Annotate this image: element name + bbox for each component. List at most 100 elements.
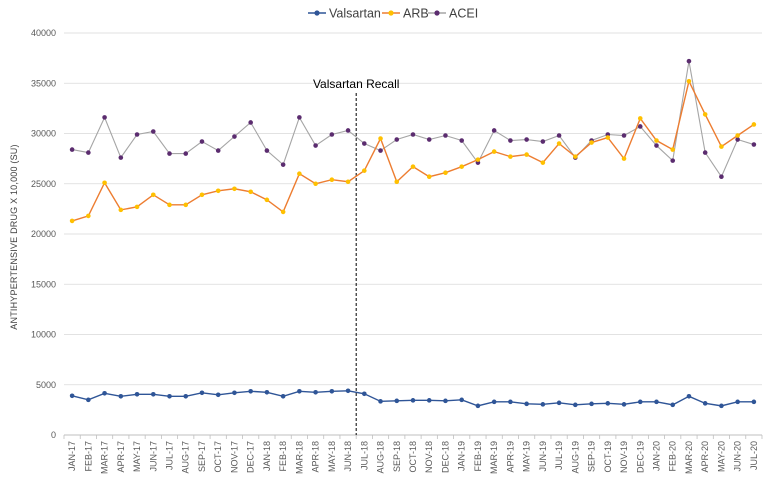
valsartan-point [443, 398, 448, 404]
y-tick-label: 40000 [31, 28, 56, 38]
x-tick-label: MAR-19 [489, 441, 499, 474]
x-tick-label: APR-17 [116, 441, 126, 473]
arb-point [410, 164, 416, 169]
annotation-layer: Valsartan Recall [313, 77, 399, 435]
acei-point [443, 133, 448, 138]
series-valsartan [69, 388, 757, 409]
arb-point [134, 204, 140, 210]
valsartan-point [199, 390, 205, 396]
arb-point [248, 189, 253, 195]
x-tick-label: DEC-19 [635, 441, 645, 473]
legend-item-arb: ARB [382, 7, 429, 21]
x-axis-ticks: JAN-17 FEB-17 MAR-17 APR-17 MAY-17 JUN-17 JUL-… [63, 435, 763, 474]
series-arb [69, 78, 757, 224]
acei-point [69, 147, 75, 152]
valsartan-point [540, 402, 546, 407]
acei-point [378, 148, 383, 153]
y-tick-label: 35000 [31, 78, 56, 88]
arb-point [329, 177, 335, 183]
arb-point [378, 136, 383, 141]
x-tick-label: MAR-20 [684, 441, 694, 474]
legend-item-acei: ACEI [428, 7, 478, 21]
arb-point [637, 116, 643, 121]
valsartan-point [345, 388, 351, 394]
arb-point [556, 141, 562, 146]
x-tick-label: OCT-17 [213, 441, 223, 473]
x-tick-label: AUG-19 [570, 441, 580, 474]
valsartan-point [508, 399, 513, 405]
acei-point [345, 128, 351, 133]
y-axis-label: ANTIHYPERTENSIVE DRUG X 10,000 (SU) [9, 144, 19, 329]
x-tick-label: JUN-19 [538, 441, 548, 472]
x-tick-label: JUL-19 [554, 441, 564, 470]
acei-point [702, 150, 708, 155]
arb-point [280, 209, 286, 215]
acei-point [637, 124, 643, 129]
x-tick-label: APR-20 [700, 441, 710, 473]
x-tick-label: JUL-20 [749, 441, 759, 470]
y-tick-label: 0 [51, 430, 56, 440]
valsartan-point [150, 391, 156, 397]
valsartan-point [751, 399, 757, 405]
arb-point [167, 202, 172, 208]
acei-point [329, 132, 335, 137]
arb-point [573, 154, 578, 159]
arb-point [232, 186, 237, 192]
x-tick-label: NOV-18 [424, 441, 434, 473]
valsartan-point [118, 394, 124, 399]
x-tick-label: MAR-18 [294, 441, 304, 474]
acei-point [167, 151, 172, 156]
legend-swatch-marker [388, 10, 394, 16]
valsartan-point [134, 391, 140, 397]
gridlines [64, 32, 762, 386]
x-tick-label: APR-19 [505, 441, 515, 473]
x-tick-label: APR-18 [311, 441, 321, 473]
acei-point [280, 162, 286, 167]
valsartan-point [102, 390, 107, 396]
recall-annotation: Valsartan Recall [313, 77, 399, 91]
x-tick-label: FEB-17 [83, 441, 93, 472]
y-tick-label: 15000 [31, 279, 56, 289]
acei-point [150, 129, 156, 134]
y-tick-label: 5000 [36, 380, 56, 390]
x-tick-label: DEC-18 [440, 441, 450, 473]
acei-point [621, 133, 627, 138]
x-tick-label: FEB-20 [668, 441, 678, 472]
arb-point [524, 152, 529, 157]
valsartan-point [459, 397, 464, 403]
acei-point [215, 148, 221, 153]
arb-point [69, 218, 75, 224]
y-tick-label: 30000 [31, 129, 56, 139]
acei-point [410, 132, 416, 137]
valsartan-point [475, 403, 481, 409]
legend: Valsartan ARB ACEI [308, 7, 478, 21]
valsartan-point [491, 399, 497, 405]
acei-point [670, 158, 676, 163]
acei-point [232, 134, 237, 139]
valsartan-point [735, 399, 740, 405]
valsartan-point [621, 402, 627, 407]
valsartan-point [524, 401, 529, 407]
arb-point [443, 170, 448, 175]
x-tick-label: JUN-20 [733, 441, 743, 472]
acei-point [297, 115, 302, 120]
x-tick-label: MAY-20 [716, 441, 726, 472]
valsartan-point [183, 394, 189, 399]
x-tick-label: MAY-19 [522, 441, 532, 472]
x-tick-label: AUG-17 [181, 441, 191, 474]
valsartan-point [86, 397, 91, 403]
valsartan-point [605, 401, 611, 406]
x-tick-label: OCT-19 [603, 441, 613, 473]
arb-point [102, 180, 107, 186]
arb-point [621, 156, 627, 161]
x-tick-label: MAR-17 [100, 441, 110, 474]
arb-point [491, 149, 497, 154]
arb-point [670, 147, 676, 152]
x-tick-label: JAN-18 [262, 441, 272, 471]
arb-point [540, 160, 546, 165]
arb-point [199, 192, 205, 198]
acei-point [362, 141, 367, 146]
x-tick-label: MAY-18 [327, 441, 337, 472]
acei-point [394, 137, 400, 142]
legend-label: Valsartan [329, 7, 381, 21]
